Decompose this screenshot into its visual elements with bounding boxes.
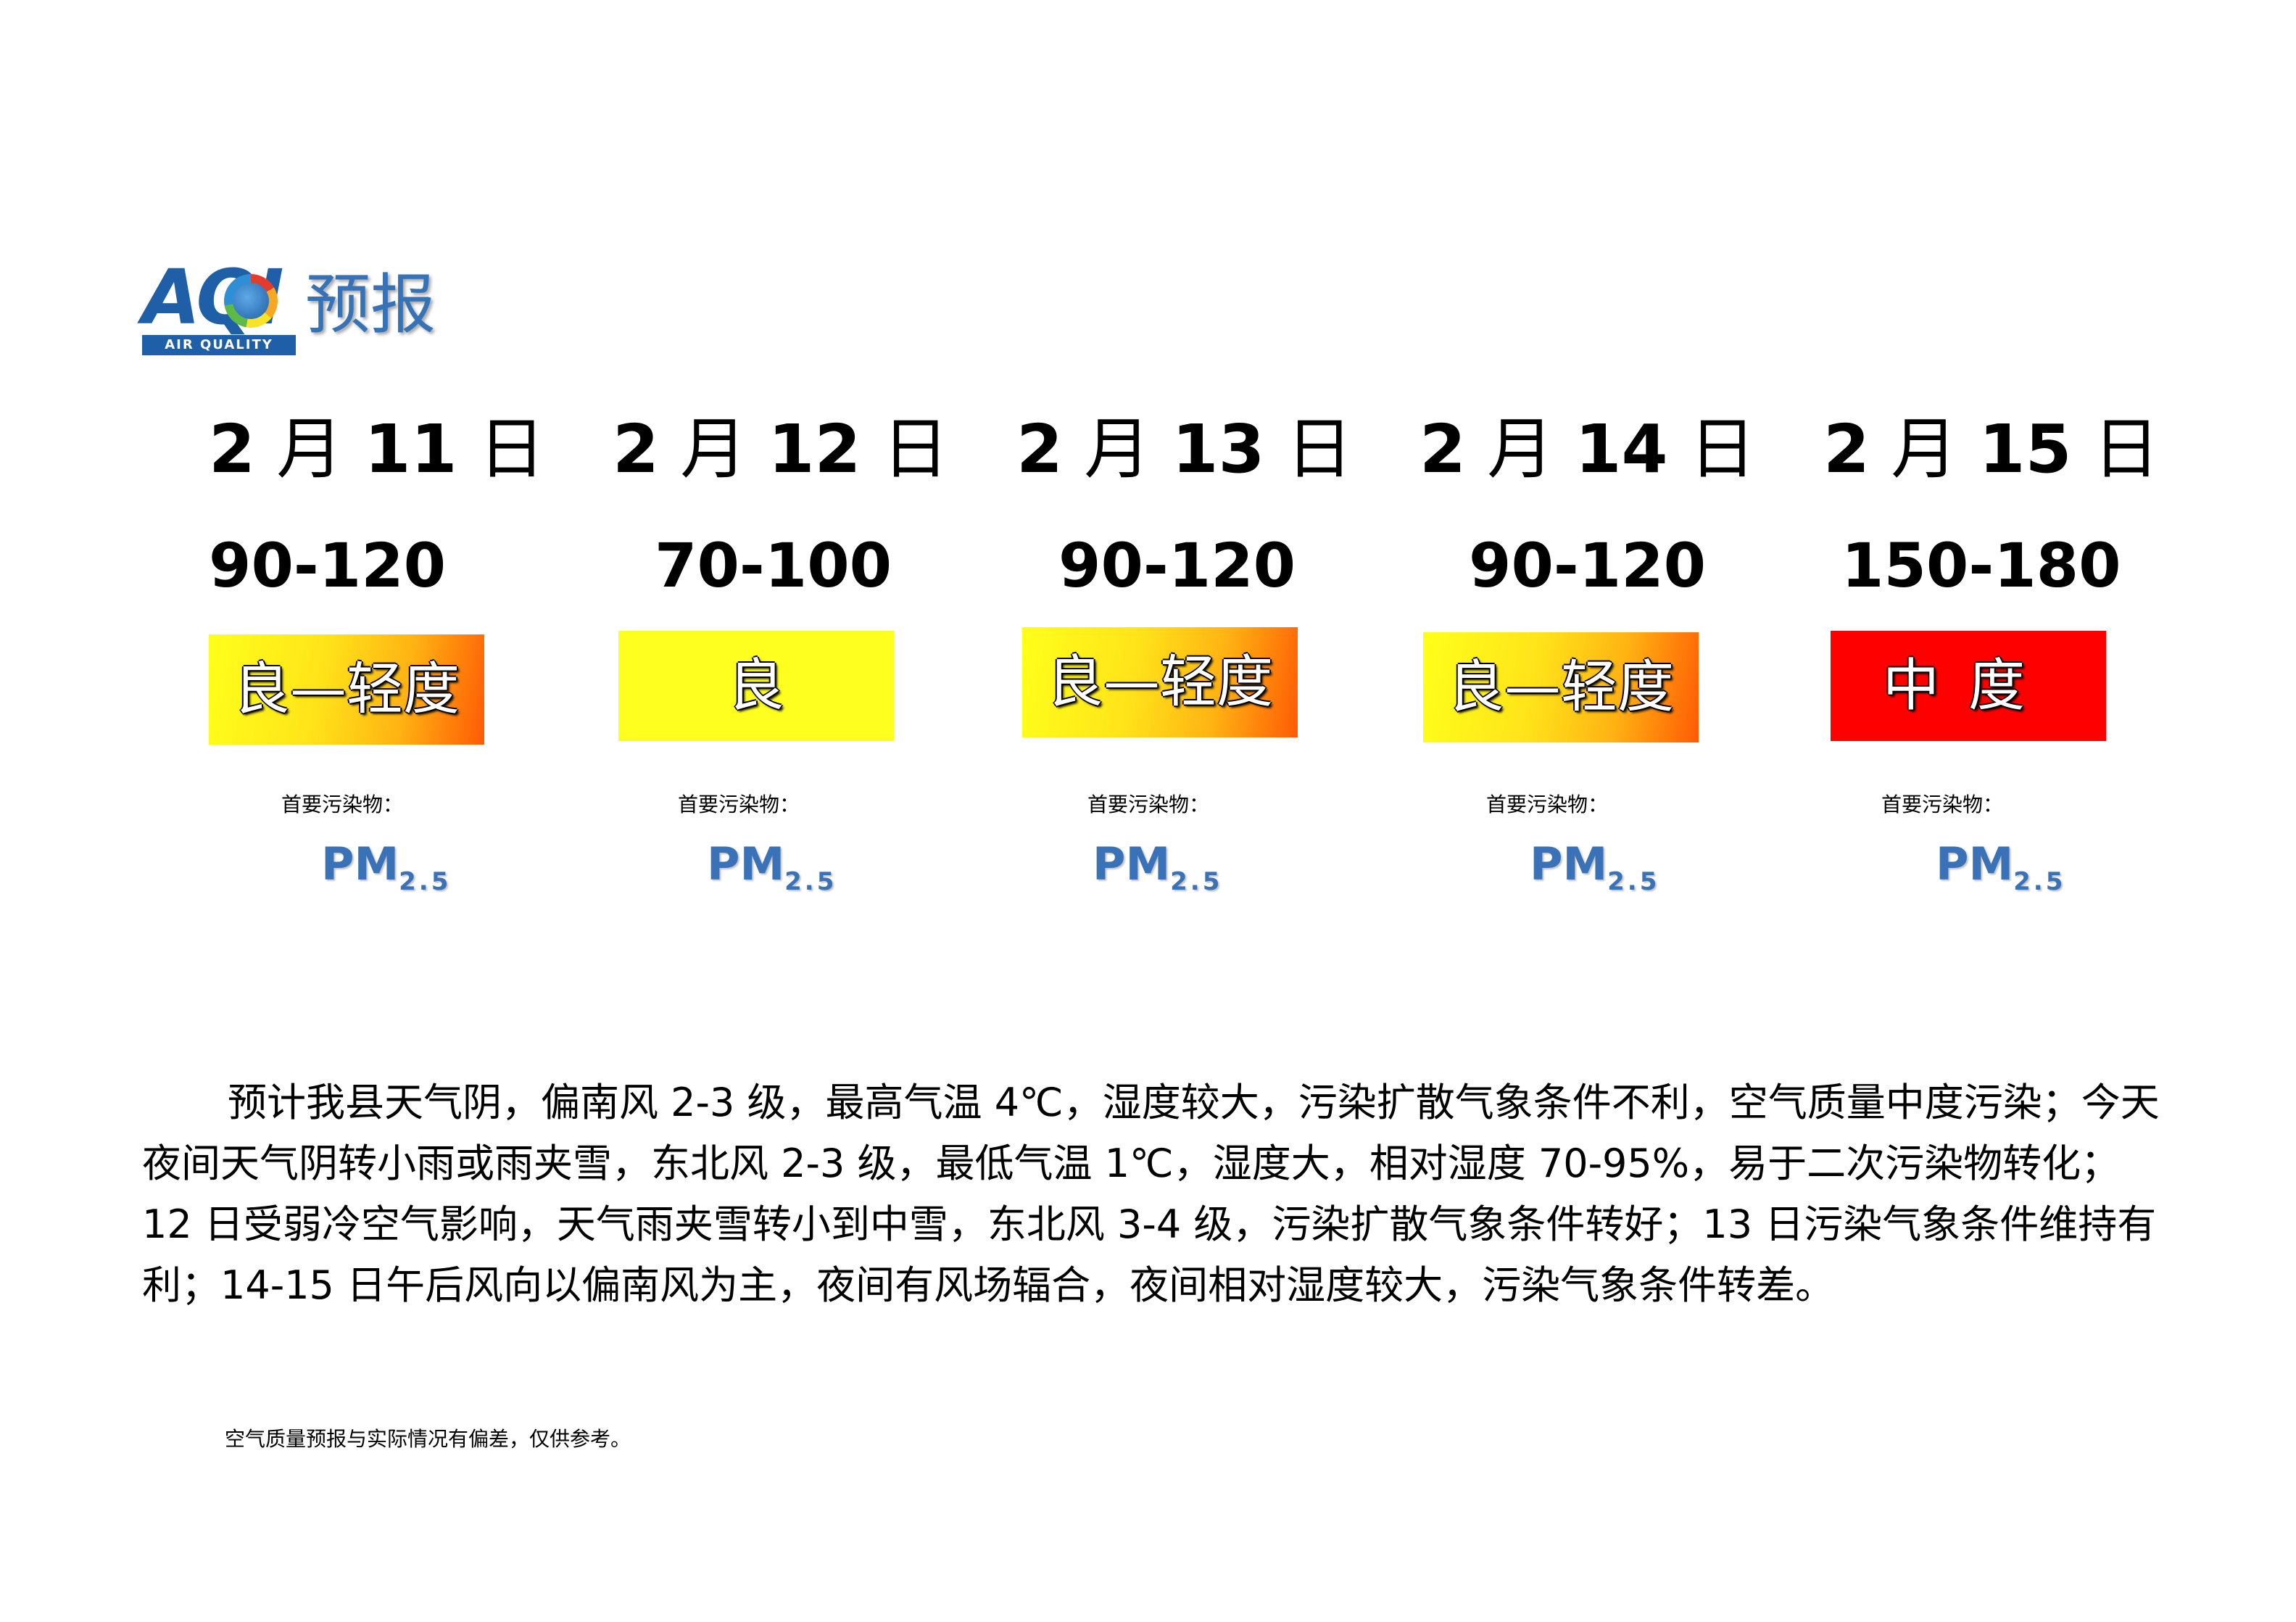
aqi-level-badge: 良—轻度 xyxy=(1423,632,1699,742)
aqi-level-badge: 良—轻度 xyxy=(209,634,484,745)
aqi-range: 90-120 xyxy=(209,530,447,601)
primary-pollutant: PM2.5 xyxy=(1093,837,1223,896)
aqi-range: 70-100 xyxy=(655,530,892,601)
primary-pollutant: PM2.5 xyxy=(321,837,452,896)
forecast-day-2: 2 月 12 日 70-100 良 首要污染物： PM2.5 xyxy=(613,406,990,914)
pollutant-label: 首要污染物： xyxy=(1881,793,2004,816)
forecast-day-1: 2 月 11 日 90-120 良—轻度 首要污染物： PM2.5 xyxy=(209,406,586,914)
primary-pollutant: PM2.5 xyxy=(1530,837,1660,896)
forecast-paragraph: 预计我县天气阴，偏南风 2-3 级，最高气温 4℃，湿度较大，污染扩散气象条件不… xyxy=(142,1080,2160,1308)
pollutant-label: 首要污染物： xyxy=(1087,793,1210,816)
forecast-day-5: 2 月 15 日 150-180 中度 首要污染物： PM2.5 xyxy=(1823,406,2200,914)
day-date: 2 月 14 日 xyxy=(1420,410,1756,488)
logo-tagline: AIR QUALITY INDEX xyxy=(142,335,296,373)
primary-pollutant: PM2.5 xyxy=(707,837,837,896)
globe-icon xyxy=(224,274,278,328)
aqi-logo: AQI AIR QUALITY INDEX 预报 xyxy=(142,258,454,373)
pollutant-label: 首要污染物： xyxy=(1486,793,1609,816)
forecast-day-3: 2 月 13 日 90-120 良—轻度 首要污染物： PM2.5 xyxy=(1016,406,1393,914)
aqi-level-badge: 良—轻度 xyxy=(1022,627,1298,737)
primary-pollutant: PM2.5 xyxy=(1936,837,2066,896)
day-date: 2 月 11 日 xyxy=(209,410,545,488)
day-date: 2 月 12 日 xyxy=(613,410,949,488)
day-date: 2 月 13 日 xyxy=(1016,410,1353,488)
pollutant-label: 首要污染物： xyxy=(281,793,404,816)
aqi-range: 90-120 xyxy=(1058,530,1296,601)
aqi-range: 90-120 xyxy=(1469,530,1707,601)
disclaimer-note: 空气质量预报与实际情况有偏差，仅供参考。 xyxy=(225,1427,631,1451)
aqi-level-badge: 中度 xyxy=(1831,631,2106,741)
aqi-level-badge: 良 xyxy=(618,631,894,741)
pollutant-label: 首要污染物： xyxy=(678,793,800,816)
day-date: 2 月 15 日 xyxy=(1823,410,2160,488)
aqi-range: 150-180 xyxy=(1841,530,2121,601)
page-title: 预报 xyxy=(305,267,436,343)
forecast-day-4: 2 月 14 日 90-120 良—轻度 首要污染物： PM2.5 xyxy=(1420,406,1796,914)
